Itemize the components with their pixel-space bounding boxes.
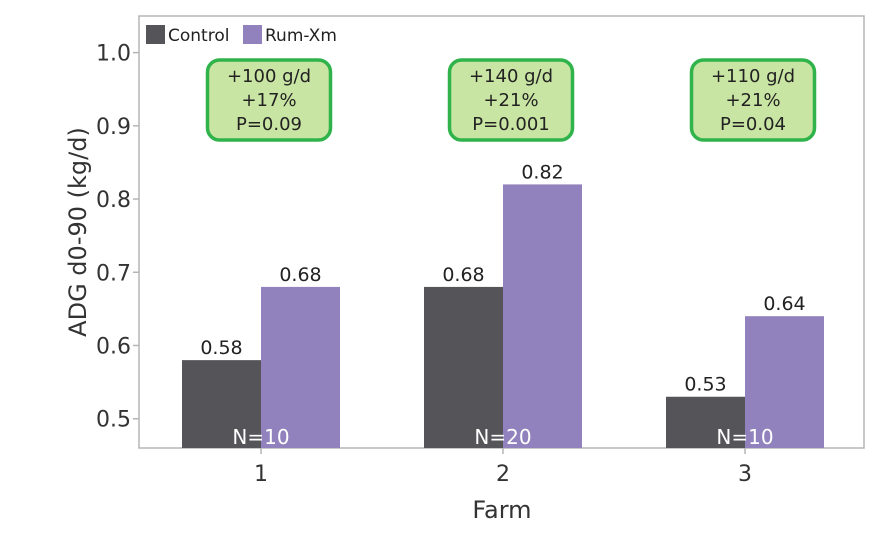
annotation-text-farm-3-line-3: P=0.04 [720,114,786,135]
bar-farm-2-rum-xm [503,184,582,448]
sample-size-farm-2: N=20 [474,425,531,449]
legend-label-control: Control [168,26,229,46]
bar-farm-1-control [182,360,261,448]
data-label-farm-1-rum-xm: 0.68 [279,264,321,286]
y-axis-title: ADG d0-90 (kg/d) [64,127,92,337]
bar-farm-3-rum-xm [745,316,824,448]
x-tick-label-1: 1 [254,462,268,487]
annotation-box-farm-1 [205,58,333,142]
y-tick-label-0-9: 0.9 [96,115,131,140]
legend-swatch-control [146,25,165,44]
y-tick-label-0-7: 0.7 [96,261,131,286]
legend-swatch-rum-xm [243,25,262,44]
annotation-text-farm-2-line-1: +140 g/d [469,66,553,87]
data-label-farm-3-control: 0.53 [684,374,726,396]
y-tick-label-0-6: 0.6 [96,334,131,359]
data-label-farm-2-control: 0.68 [442,264,484,286]
bar-farm-2-control [424,286,503,448]
data-label-farm-3-rum-xm: 0.64 [763,293,805,315]
annotation-box-farm-2 [447,58,575,142]
annotation-text-farm-2-line-3: P=0.001 [472,114,549,135]
bar-farm-3-control [666,396,745,448]
data-label-farm-2-rum-xm: 0.82 [521,161,563,183]
annotation-box-farm-3 [689,58,817,142]
annotation-text-farm-1-line-1: +100 g/d [227,66,311,87]
annotation-text-farm-3-line-1: +110 g/d [711,66,795,87]
x-axis-title: Farm [472,496,531,524]
y-tick-label-0-5: 0.5 [96,408,131,433]
x-tick-label-3: 3 [738,462,752,487]
x-tick-label-2: 2 [496,462,510,487]
data-label-farm-1-control: 0.58 [200,337,242,359]
bar-farm-1-rum-xm [261,286,340,448]
y-tick-label-0-8: 0.8 [96,188,131,213]
sample-size-farm-3: N=10 [716,425,773,449]
legend-label-rum-xm: Rum-Xm [265,26,337,46]
annotation-text-farm-1-line-2: +17% [241,90,296,111]
sample-size-farm-1: N=10 [232,425,289,449]
y-tick-label-1-0: 1.0 [96,42,131,67]
annotation-text-farm-2-line-2: +21% [483,90,538,111]
annotation-text-farm-1-line-3: P=0.09 [236,114,302,135]
annotation-text-farm-3-line-2: +21% [725,90,780,111]
legend: Control Rum-Xm [146,25,337,46]
